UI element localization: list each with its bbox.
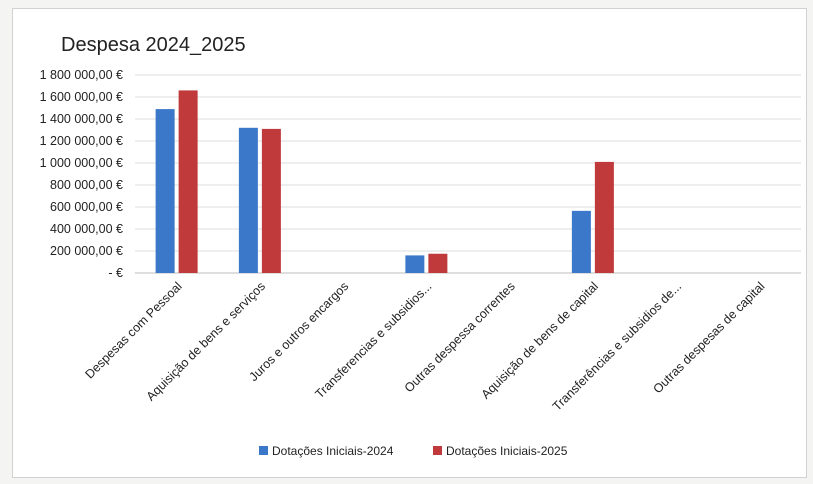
bar-chart: Despesa 2024_2025 - € 200 000,00 € 400 000… [40, 34, 801, 458]
bar-2024 [405, 255, 425, 273]
legend-label: Dotações Iniciais-2024 [272, 444, 394, 458]
y-tick-label: 1 400 000,00 € [40, 112, 123, 126]
gridlines [135, 74, 801, 274]
chart-title: Despesa 2024_2025 [61, 34, 246, 56]
y-tick-label: 1 200 000,00 € [40, 134, 123, 148]
legend: Dotações Iniciais-2024 Dotações Iniciais-… [259, 444, 568, 458]
y-tick-label: 1 000 000,00 € [40, 156, 123, 170]
legend-swatch [259, 446, 268, 455]
y-tick-label: 600 000,00 € [50, 200, 123, 214]
legend-label: Dotações Iniciais-2025 [446, 444, 568, 458]
y-tick-label: 800 000,00 € [50, 178, 123, 192]
y-tick-label: 1 800 000,00 € [40, 68, 123, 82]
legend-swatch [433, 446, 442, 455]
y-tick-label: - € [108, 266, 123, 280]
bar-2024 [238, 127, 258, 273]
bars [155, 90, 614, 274]
bar-2025 [261, 128, 281, 273]
x-tick-label: Despesas com Pessoal [82, 279, 184, 381]
bar-2024 [155, 109, 175, 273]
bar-2025 [594, 161, 614, 273]
bar-2025 [428, 253, 448, 273]
bar-2025 [178, 90, 198, 274]
bar-2024 [571, 210, 591, 273]
y-tick-label: 200 000,00 € [50, 244, 123, 258]
chart-frame: Despesa 2024_2025 - € 200 000,00 € 400 000… [12, 8, 807, 478]
y-tick-label: 1 600 000,00 € [40, 90, 123, 104]
y-tick-label: 400 000,00 € [50, 222, 123, 236]
y-axis-tick-labels: - € 200 000,00 € 400 000,00 € 600 000,00 € 8… [40, 68, 123, 280]
